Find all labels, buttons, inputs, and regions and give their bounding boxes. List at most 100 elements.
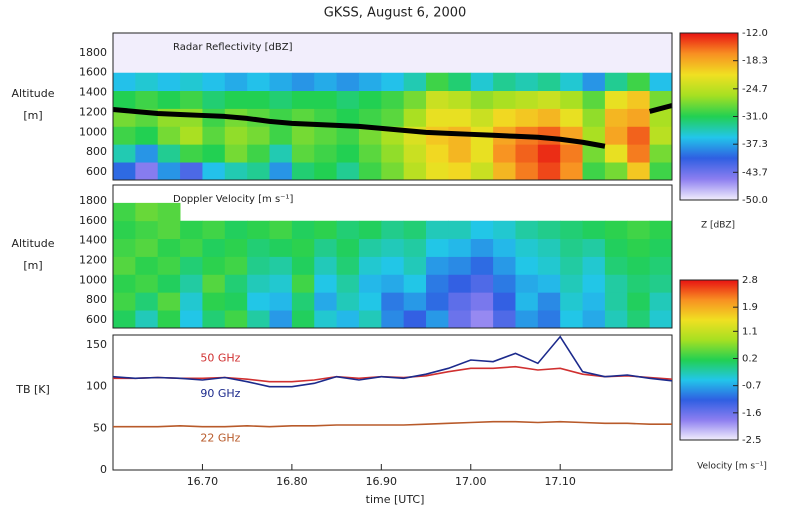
heatmap-cell — [247, 126, 270, 145]
heatmap-cell — [291, 162, 315, 181]
heatmap-cell — [291, 144, 315, 163]
y-axis-label: Altitude [m] — [11, 236, 55, 272]
colorbar-tick-label: 1.9 — [742, 302, 758, 313]
heatmap-cell — [336, 162, 360, 181]
panel-title: Radar Reflectivity [dBZ] — [173, 42, 293, 53]
heatmap-cell — [336, 220, 360, 240]
heatmap-cell — [604, 126, 628, 145]
heatmap-cell — [314, 274, 337, 293]
heatmap-cell — [515, 274, 539, 293]
heatmap-cell — [426, 144, 449, 163]
heatmap-cell — [358, 274, 382, 293]
heatmap-cell — [560, 238, 583, 257]
heatmap-cell — [604, 256, 628, 275]
heatmap-cell — [381, 274, 405, 293]
heatmap-cell — [582, 292, 606, 311]
heatmap-cell — [515, 292, 539, 311]
heatmap-cell — [448, 256, 472, 275]
heatmap-cell — [202, 274, 226, 293]
heatmap-cell — [157, 292, 181, 311]
heatmap-cell — [582, 274, 606, 293]
heatmap-cell — [269, 238, 293, 257]
heatmap-cell — [224, 90, 248, 109]
heatmap-cell — [537, 292, 561, 311]
heatmap-cell — [113, 310, 136, 329]
heatmap-cell — [537, 256, 561, 275]
heatmap-cell — [180, 238, 203, 257]
heatmap-cell — [537, 238, 561, 257]
heatmap-cell — [113, 256, 136, 275]
y-tick-label: 1800 — [79, 46, 107, 59]
heatmap-cell — [269, 90, 293, 109]
heatmap-cell — [135, 90, 159, 109]
heatmap-cell — [381, 90, 405, 109]
heatmap-cell — [247, 144, 270, 163]
heatmap-cell — [247, 90, 270, 109]
heatmap-cell — [224, 238, 248, 257]
heatmap-cell — [381, 144, 405, 163]
heatmap-cell — [381, 238, 405, 257]
x-tick-label: 17.10 — [544, 475, 576, 488]
heatmap-cell — [560, 162, 583, 181]
heatmap-cell — [627, 292, 651, 311]
heatmap-cell — [202, 90, 226, 109]
heatmap-cell — [336, 310, 360, 329]
heatmap-cell — [157, 274, 181, 293]
y-tick-label: 1400 — [79, 234, 107, 247]
heatmap-cell — [515, 90, 539, 109]
heatmap-cell — [627, 126, 651, 145]
heatmap-cell — [448, 274, 472, 293]
colorbar-tick-label: -2.5 — [742, 435, 762, 446]
heatmap-cell — [426, 274, 449, 293]
heatmap-cell — [291, 310, 315, 329]
heatmap-cell — [358, 144, 382, 163]
heatmap-cell — [358, 126, 382, 145]
heatmap-cell — [537, 220, 561, 240]
heatmap-cell — [157, 202, 181, 222]
heatmap-cell — [180, 274, 203, 293]
heatmap-cell — [403, 220, 427, 240]
colorbar-tick-label: -1.6 — [742, 408, 762, 419]
heatmap-cell — [336, 90, 360, 109]
heatmap-cell — [426, 220, 449, 240]
heatmap-cell — [113, 126, 136, 145]
heatmap-cell — [604, 220, 628, 240]
heatmap-cell — [560, 310, 583, 329]
heatmap-cell — [381, 162, 405, 181]
heatmap-cell — [381, 72, 405, 92]
heatmap-cell — [180, 144, 203, 163]
heatmap-cell — [649, 108, 673, 127]
heatmap-cell — [113, 274, 136, 293]
heatmap-cell — [537, 162, 561, 181]
colorbar-tick-label: -43.7 — [742, 167, 768, 178]
heatmap-cell — [537, 108, 561, 127]
heatmap-cell — [649, 162, 673, 181]
heatmap-cell — [157, 256, 181, 275]
heatmap-cell — [202, 310, 226, 329]
heatmap-cell — [470, 310, 494, 329]
heatmap-cell — [358, 292, 382, 311]
heatmap-cell — [627, 162, 651, 181]
heatmap-cell — [358, 162, 382, 181]
heatmap-cell — [537, 72, 561, 92]
heatmap-cell — [649, 256, 673, 275]
heatmap-cell — [448, 220, 472, 240]
heatmap-cell — [291, 126, 315, 145]
heatmap-cell — [649, 144, 673, 163]
heatmap-cell — [649, 274, 673, 293]
heatmap-cell — [604, 90, 628, 109]
heatmap-cell — [426, 72, 449, 92]
series-line — [113, 420, 672, 428]
heatmap-cell — [113, 220, 136, 240]
heatmap-cell — [269, 162, 293, 181]
heatmap-cell — [649, 238, 673, 257]
heatmap-cell — [604, 162, 628, 181]
heatmap-cell — [627, 108, 651, 127]
heatmap-cell — [247, 274, 270, 293]
heatmap-cell — [157, 126, 181, 145]
heatmap-cell — [291, 274, 315, 293]
heatmap-cell — [649, 292, 673, 311]
heatmap-cell — [336, 238, 360, 257]
colorbar-tick-label: -31.0 — [742, 112, 768, 123]
